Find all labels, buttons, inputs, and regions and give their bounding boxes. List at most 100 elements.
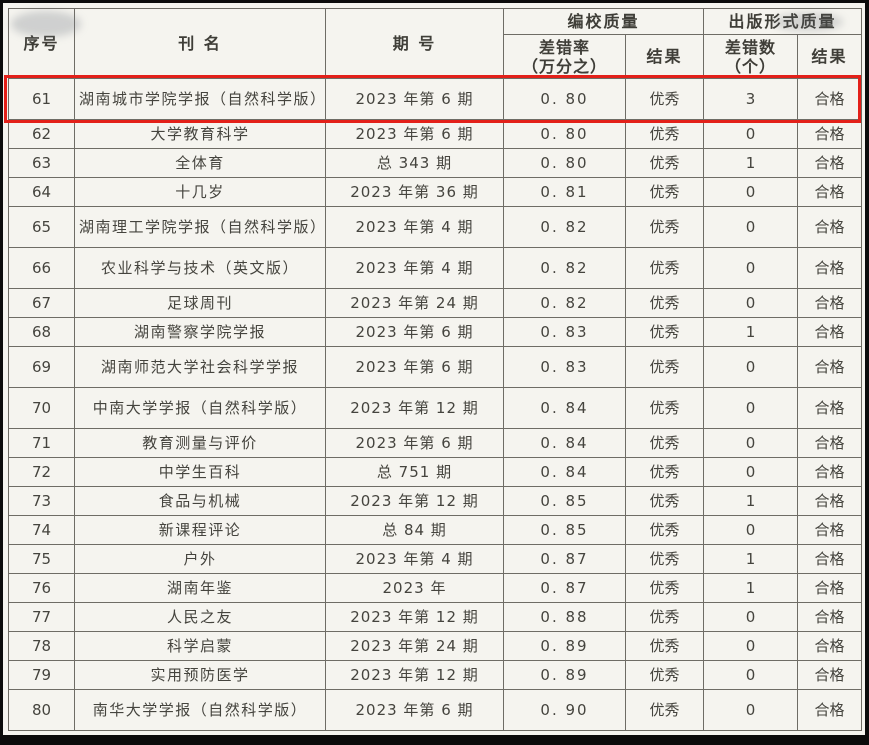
cell-error-count: 1: [703, 486, 799, 516]
cell-seq: 63: [8, 148, 75, 178]
cell-issue: 2023 年第 4 期: [325, 544, 504, 574]
cell-error-rate: 0. 87: [503, 573, 626, 603]
journals-quality-table: 序号 刊 名 期 号 编校质量 出版形式质量 差错率 （万分之） 结果: [8, 8, 863, 731]
cell-result-editing: 优秀: [624, 206, 705, 248]
cell-issue: 2023 年第 24 期: [325, 631, 504, 661]
cell-result-format: 合格: [797, 515, 863, 545]
table-row: 75 户外 2023 年第 4 期 0. 87 优秀 1 合格: [8, 544, 863, 574]
error-rate-label: 差错率: [538, 37, 590, 57]
cell-result-editing: 优秀: [624, 177, 705, 207]
cell-error-rate: 0. 80: [503, 78, 626, 120]
table-row: 63 全体育 总 343 期 0. 80 优秀 1 合格: [8, 148, 863, 178]
cell-journal-name: 教育测量与评价: [74, 428, 326, 458]
cell-seq: 73: [8, 486, 75, 516]
cell-journal-name: 新课程评论: [74, 515, 326, 545]
col-group-editing-quality: 编校质量: [502, 8, 705, 35]
cell-result-editing: 优秀: [624, 544, 705, 574]
cell-result-format: 合格: [797, 428, 863, 458]
cell-journal-name: 人民之友: [74, 602, 326, 632]
cell-seq: 65: [8, 206, 75, 248]
cell-result-format: 合格: [797, 631, 863, 661]
cell-result-format: 合格: [797, 544, 863, 574]
cell-journal-name: 实用预防医学: [74, 660, 326, 690]
cell-result-format: 合格: [797, 247, 863, 289]
cell-result-format: 合格: [797, 148, 863, 178]
cell-seq: 69: [8, 346, 75, 388]
cell-issue: 2023 年第 12 期: [325, 387, 504, 429]
scanned-page: 序号 刊 名 期 号 编校质量 出版形式质量 差错率 （万分之） 结果: [3, 3, 865, 735]
cell-journal-name: 科学启蒙: [74, 631, 326, 661]
cell-error-count: 0: [703, 247, 799, 289]
cell-error-rate: 0. 82: [503, 288, 626, 318]
cell-seq: 72: [8, 457, 75, 487]
col-header-result-format: 结果: [797, 34, 863, 79]
table-row: 62 大学教育科学 2023 年第 6 期 0. 80 优秀 0 合格: [8, 119, 863, 149]
table-row: 77 人民之友 2023 年第 12 期 0. 88 优秀 0 合格: [8, 602, 863, 632]
cell-journal-name: 十几岁: [74, 177, 326, 207]
col-header-journal-name: 刊 名: [74, 8, 326, 79]
cell-error-rate: 0. 83: [503, 317, 626, 347]
table-row: 65 湖南理工学院学报（自然科学版） 2023 年第 4 期 0. 82 优秀 …: [8, 206, 863, 248]
cell-error-rate: 0. 83: [503, 346, 626, 388]
table-row: 68 湖南警察学院学报 2023 年第 6 期 0. 83 优秀 1 合格: [8, 317, 863, 347]
table-row: 73 食品与机械 2023 年第 12 期 0. 85 优秀 1 合格: [8, 486, 863, 516]
cell-error-rate: 0. 82: [503, 247, 626, 289]
table-row: 72 中学生百科 总 751 期 0. 84 优秀 0 合格: [8, 457, 863, 487]
cell-result-format: 合格: [797, 573, 863, 603]
cell-journal-name: 中南大学学报（自然科学版）: [74, 387, 326, 429]
cell-result-editing: 优秀: [624, 631, 705, 661]
cell-result-editing: 优秀: [624, 346, 705, 388]
cell-issue: 2023 年第 6 期: [325, 317, 504, 347]
table-row: 79 实用预防医学 2023 年第 12 期 0. 89 优秀 0 合格: [8, 660, 863, 690]
cell-result-format: 合格: [797, 206, 863, 248]
cell-journal-name: 湖南理工学院学报（自然科学版）: [74, 206, 326, 248]
cell-result-editing: 优秀: [624, 288, 705, 318]
cell-journal-name: 大学教育科学: [74, 119, 326, 149]
table-row: 61 湖南城市学院学报（自然科学版） 2023 年第 6 期 0. 80 优秀 …: [8, 78, 863, 120]
cell-error-count: 1: [703, 573, 799, 603]
cell-error-count: 0: [703, 631, 799, 661]
table-row: 78 科学启蒙 2023 年第 24 期 0. 89 优秀 0 合格: [8, 631, 863, 661]
cell-error-count: 0: [703, 346, 799, 388]
cell-result-format: 合格: [797, 317, 863, 347]
cell-result-editing: 优秀: [624, 428, 705, 458]
cell-journal-name: 足球周刊: [74, 288, 326, 318]
cell-journal-name: 中学生百科: [74, 457, 326, 487]
cell-result-editing: 优秀: [624, 486, 705, 516]
table-row: 80 南华大学学报（自然科学版） 2023 年第 6 期 0. 90 优秀 0 …: [8, 689, 863, 731]
col-header-result-editing: 结果: [624, 34, 705, 79]
cell-result-format: 合格: [797, 387, 863, 429]
cell-error-rate: 0. 84: [503, 428, 626, 458]
cell-journal-name: 南华大学学报（自然科学版）: [74, 689, 326, 731]
table-row: 64 十几岁 2023 年第 36 期 0. 81 优秀 0 合格: [8, 177, 863, 207]
cell-result-editing: 优秀: [624, 515, 705, 545]
cell-issue: 2023 年第 6 期: [325, 346, 504, 388]
cell-issue: 2023 年第 6 期: [325, 689, 504, 731]
cell-journal-name: 湖南城市学院学报（自然科学版）: [74, 78, 326, 120]
cell-seq: 68: [8, 317, 75, 347]
cell-error-rate: 0. 87: [503, 544, 626, 574]
cell-issue: 2023 年第 24 期: [325, 288, 504, 318]
cell-error-rate: 0. 82: [503, 206, 626, 248]
cell-error-count: 0: [703, 660, 799, 690]
cell-seq: 78: [8, 631, 75, 661]
cell-error-count: 1: [703, 148, 799, 178]
cell-issue: 总 84 期: [325, 515, 504, 545]
table-row: 69 湖南师范大学社会科学学报 2023 年第 6 期 0. 83 优秀 0 合…: [8, 346, 863, 388]
cell-issue: 总 751 期: [325, 457, 504, 487]
cell-issue: 2023 年第 4 期: [325, 247, 504, 289]
cell-journal-name: 户外: [74, 544, 326, 574]
cell-seq: 75: [8, 544, 75, 574]
header-group-row: 序号 刊 名 期 号 编校质量 出版形式质量: [8, 8, 863, 79]
cell-error-rate: 0. 80: [503, 119, 626, 149]
cell-seq: 70: [8, 387, 75, 429]
cell-seq: 62: [8, 119, 75, 149]
cell-issue: 总 343 期: [325, 148, 504, 178]
cell-result-format: 合格: [797, 486, 863, 516]
cell-result-editing: 优秀: [624, 317, 705, 347]
cell-issue: 2023 年第 6 期: [325, 119, 504, 149]
table-row: 76 湖南年鉴 2023 年 0. 87 优秀 1 合格: [8, 573, 863, 603]
cell-result-editing: 优秀: [624, 602, 705, 632]
cell-issue: 2023 年第 12 期: [325, 660, 504, 690]
cell-error-rate: 0. 80: [503, 148, 626, 178]
